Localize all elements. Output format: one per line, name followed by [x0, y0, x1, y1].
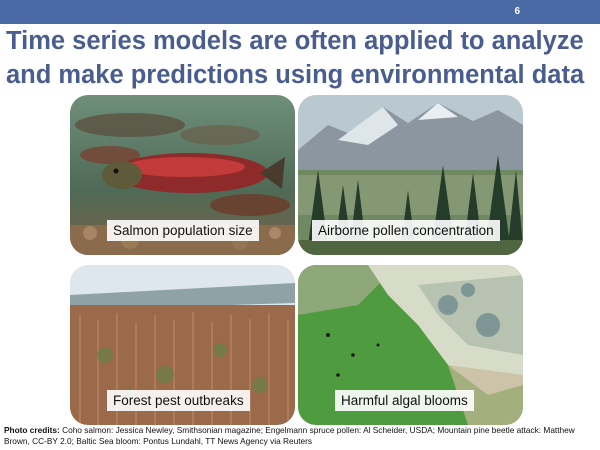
photo-credits-label: Photo credits:	[4, 425, 60, 435]
photo-credits-text: Coho salmon: Jessica Newley, Smithsonian…	[4, 425, 575, 446]
slide-number: 6	[514, 6, 520, 17]
tile-caption-salmon: Salmon population size	[107, 220, 259, 241]
header-bar	[0, 0, 600, 24]
algae-photo-tile: Harmful algal blooms	[298, 265, 523, 425]
pollen-photo-tile: Airborne pollen concentration	[298, 95, 523, 255]
title-line-1: Time series models are often applied to …	[6, 27, 584, 55]
tile-caption-forest: Forest pest outbreaks	[107, 390, 250, 411]
salmon-photo-tile: Salmon population size	[70, 95, 295, 255]
slide-title: Time series models are often applied to …	[6, 24, 596, 92]
tile-caption-algae: Harmful algal blooms	[335, 390, 474, 411]
tile-caption-pollen: Airborne pollen concentration	[312, 220, 500, 241]
title-line-2: and make predictions using environmental…	[6, 61, 585, 89]
photo-credits: Photo credits: Coho salmon: Jessica Newl…	[4, 425, 594, 447]
forest-photo-tile: Forest pest outbreaks	[70, 265, 295, 425]
